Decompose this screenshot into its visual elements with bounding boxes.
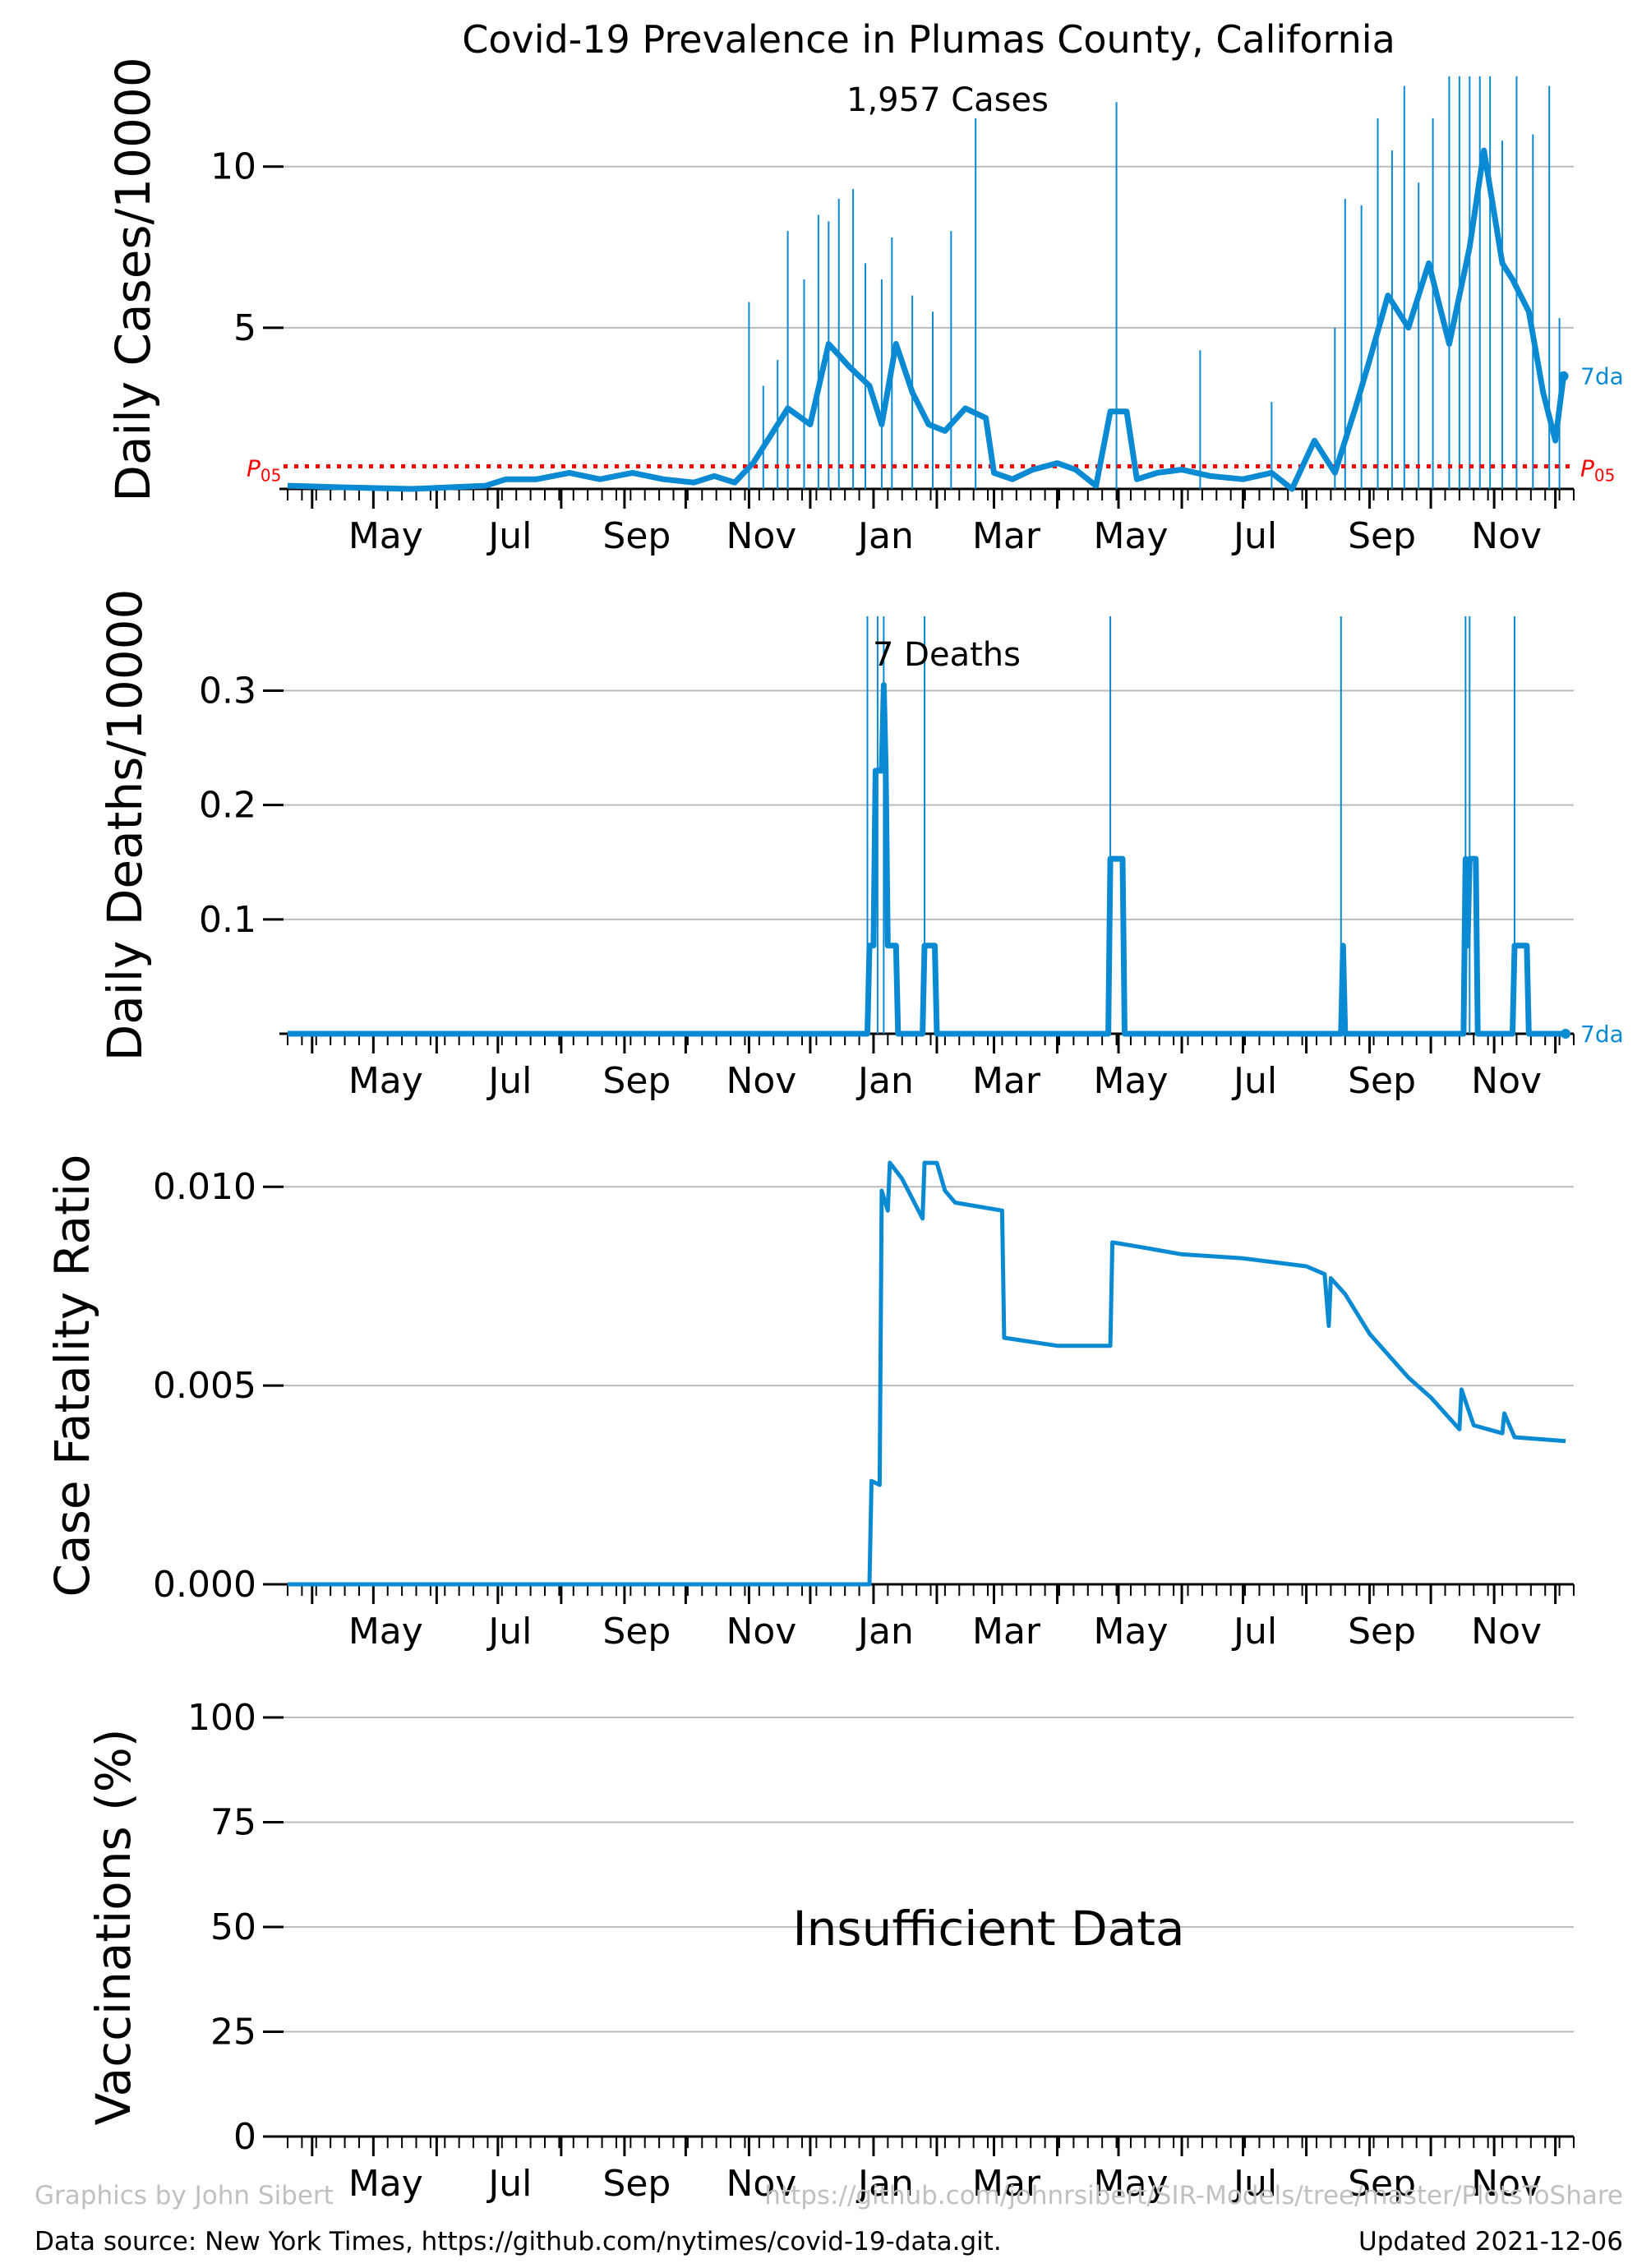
y-tick-label: 100 xyxy=(187,1697,256,1739)
footer-repo: https://github.com/johnrsibert/SIR-Model… xyxy=(764,2181,1623,2210)
x-tick-label: May xyxy=(1094,2163,1169,2205)
x-tick-label: Mar xyxy=(972,2163,1041,2205)
x-tick-label: Nov xyxy=(726,2163,796,2205)
x-tick-label: Sep xyxy=(602,515,671,557)
x-tick-label: Jul xyxy=(1231,1611,1277,1653)
x-tick-label: Nov xyxy=(726,515,796,557)
y-tick-label: 0.1 xyxy=(199,899,256,941)
x-tick-label: Sep xyxy=(1348,2163,1416,2205)
x-tick-label: Nov xyxy=(1471,515,1542,557)
y-tick-label: 10 xyxy=(210,146,256,188)
x-tick-label: Mar xyxy=(972,1060,1041,1102)
x-tick-label: Jan xyxy=(855,2163,914,2205)
y-axis-label: Vaccinations (%) xyxy=(85,1728,141,2125)
x-tick-label: Jan xyxy=(855,1611,914,1653)
footer-updated: Updated 2021-12-06 xyxy=(1358,2227,1623,2256)
y-tick-label: 50 xyxy=(210,1906,256,1948)
series-label: 7da xyxy=(1580,363,1624,390)
insufficient-data-label: Insufficient Data xyxy=(792,1901,1184,1957)
y-tick-label: 75 xyxy=(210,1802,256,1844)
x-tick-label: Sep xyxy=(1348,515,1416,557)
chart-title: Covid-19 Prevalence in Plumas County, Ca… xyxy=(462,17,1395,62)
x-tick-label: Nov xyxy=(726,1060,796,1102)
y-tick-label: 0.010 xyxy=(153,1166,256,1208)
x-tick-label: May xyxy=(348,2163,423,2205)
y-axis-label: Case Fatality Ratio xyxy=(44,1155,100,1597)
vaccinations-panel: 0 25 50 75 100 Vaccinations (%) May Jul Sep Nov Ja… xyxy=(85,1697,1575,2205)
x-tick-label: Jul xyxy=(1231,1060,1277,1102)
x-tick-label: Jul xyxy=(486,2163,532,2205)
moving-average-line xyxy=(288,682,1566,1037)
x-tick-label: Mar xyxy=(972,1611,1041,1653)
y-tick-label: 5 xyxy=(233,307,256,349)
x-tick-label: Nov xyxy=(1471,1611,1542,1653)
footer-credit: Graphics by John Sibert xyxy=(35,2181,334,2210)
x-tick-label: Jul xyxy=(486,1611,532,1653)
x-tick-label: Sep xyxy=(1348,1060,1416,1102)
x-tick-label: Nov xyxy=(1471,2163,1542,2205)
threshold-label: P05 xyxy=(247,455,281,486)
x-tick-label: May xyxy=(348,1611,423,1653)
x-tick-label: Mar xyxy=(972,515,1041,557)
total-annotation: 7 Deaths xyxy=(873,636,1021,674)
x-tick-label: Jul xyxy=(486,515,532,557)
x-tick-label: Sep xyxy=(602,1611,671,1653)
series-end-marker xyxy=(1561,1029,1571,1039)
x-tick-label: May xyxy=(1094,515,1169,557)
x-tick-label: Jul xyxy=(1231,515,1277,557)
cfr-line xyxy=(288,1160,1566,1587)
x-tick-label: Nov xyxy=(726,1611,796,1653)
x-tick-label: Sep xyxy=(602,2163,671,2205)
x-tick-label: Jan xyxy=(855,515,914,557)
y-tick-label: 0.005 xyxy=(153,1365,256,1407)
x-tick-label: Jan xyxy=(855,1060,914,1102)
y-tick-label: 0.000 xyxy=(153,1564,256,1606)
footer-source: Data source: New York Times, https://git… xyxy=(35,2227,1002,2256)
y-tick-label: 0.2 xyxy=(199,785,256,827)
total-annotation: 1,957 Cases xyxy=(846,81,1049,119)
x-tick-label: Sep xyxy=(1348,1611,1416,1653)
x-tick-label: Jul xyxy=(486,1060,532,1102)
cfr-panel: 0.000 0.005 0.010 Case Fatality Ratio May Jul… xyxy=(44,1155,1575,1653)
x-tick-label: May xyxy=(348,515,423,557)
x-tick-label: May xyxy=(1094,1611,1169,1653)
cases-panel: 5 10 Daily Cases/10000 May Jul Sep Nov Jan Mar Ma… xyxy=(105,57,1624,557)
y-tick-label: 0 xyxy=(233,2116,256,2158)
x-tick-label: Jul xyxy=(1231,2163,1277,2205)
x-tick-label: Sep xyxy=(602,1060,671,1102)
y-axis-label: Daily Deaths/10000 xyxy=(97,589,153,1062)
series-label: 7da xyxy=(1580,1021,1624,1048)
y-axis-label: Daily Cases/10000 xyxy=(105,57,161,501)
deaths-panel: 0.1 0.2 0.3 Daily Deaths/10000 May Jul Sep Nov J… xyxy=(97,589,1624,1102)
series-end-marker xyxy=(1558,371,1569,381)
y-tick-label: 25 xyxy=(210,2012,256,2054)
x-tick-label: Nov xyxy=(1471,1060,1542,1102)
x-tick-label: May xyxy=(348,1060,423,1102)
threshold-label: P05 xyxy=(1580,455,1615,486)
x-tick-label: May xyxy=(1094,1060,1169,1102)
y-tick-label: 0.3 xyxy=(199,670,256,712)
moving-average-line xyxy=(287,147,1567,492)
